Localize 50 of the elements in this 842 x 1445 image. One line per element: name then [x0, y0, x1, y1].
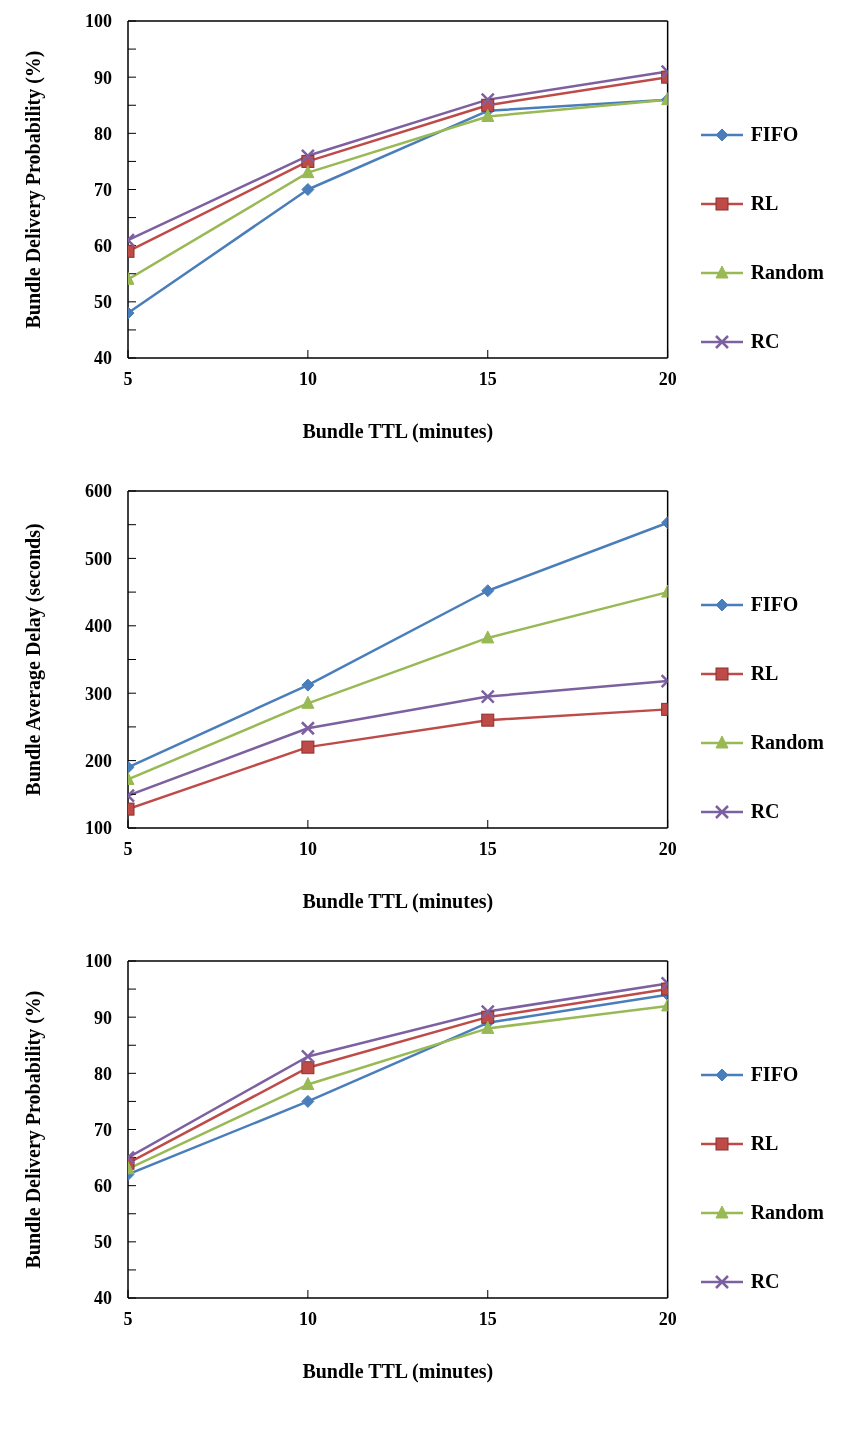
x-tick-label: 5	[123, 838, 133, 859]
y-tick-label: 100	[85, 818, 112, 839]
y-tick-label: 70	[94, 179, 112, 200]
y-tick-label: 80	[94, 1063, 112, 1084]
y-axis-title: Bundle Delivery Probability (%)	[22, 50, 46, 329]
x-tick-label: 10	[298, 368, 317, 389]
x-tick-label: 5	[123, 368, 133, 389]
x-tick-label: 10	[298, 1308, 317, 1329]
y-tick-label: 400	[85, 616, 112, 637]
x-axis-title: Bundle TTL (minutes)	[302, 890, 494, 913]
x-tick-label: 20	[658, 368, 677, 389]
y-tick-label: 90	[94, 1007, 112, 1028]
y-tick-label: 40	[94, 1288, 112, 1309]
y-tick-label: 40	[94, 348, 112, 369]
x-tick-label: 15	[478, 368, 497, 389]
y-tick-label: 200	[85, 750, 112, 771]
y-tick-label: 100	[85, 11, 112, 32]
y-tick-label: 60	[94, 1176, 112, 1197]
y-tick-label: 300	[85, 683, 112, 704]
y-axis-title: Bundle Average Delay (seconds)	[22, 523, 46, 796]
y-tick-label: 80	[94, 123, 112, 144]
x-axis-title: Bundle TTL (minutes)	[302, 420, 494, 443]
y-tick-label: 500	[85, 548, 112, 569]
y-axis-title: Bundle Delivery Probability (%)	[22, 990, 46, 1269]
legend-label: FIFO	[750, 593, 799, 616]
legend-label: FIFO	[750, 123, 799, 146]
y-tick-label: 90	[94, 67, 112, 88]
x-tick-label: 20	[658, 1308, 677, 1329]
x-tick-label: 5	[123, 1308, 133, 1329]
legend-label: RC	[750, 330, 780, 353]
x-axis-title: Bundle TTL (minutes)	[302, 1360, 494, 1383]
legend-label: Random	[750, 1201, 824, 1224]
legend-label: RL	[750, 662, 779, 685]
x-tick-label: 20	[658, 838, 677, 859]
y-tick-label: 70	[94, 1119, 112, 1140]
legend-label: RC	[750, 1270, 780, 1293]
x-tick-label: 15	[478, 1308, 497, 1329]
y-tick-label: 600	[85, 481, 112, 502]
x-tick-label: 15	[478, 838, 497, 859]
legend-label: FIFO	[750, 1063, 799, 1086]
legend-label: RL	[750, 192, 779, 215]
legend-label: Random	[750, 731, 824, 754]
legend-label: RL	[750, 1132, 779, 1155]
legend-label: RC	[750, 800, 780, 823]
y-tick-label: 60	[94, 236, 112, 257]
y-tick-label: 50	[94, 1232, 112, 1253]
y-tick-label: 100	[85, 951, 112, 972]
y-tick-label: 50	[94, 292, 112, 313]
x-tick-label: 10	[298, 838, 317, 859]
legend-label: Random	[750, 261, 824, 284]
